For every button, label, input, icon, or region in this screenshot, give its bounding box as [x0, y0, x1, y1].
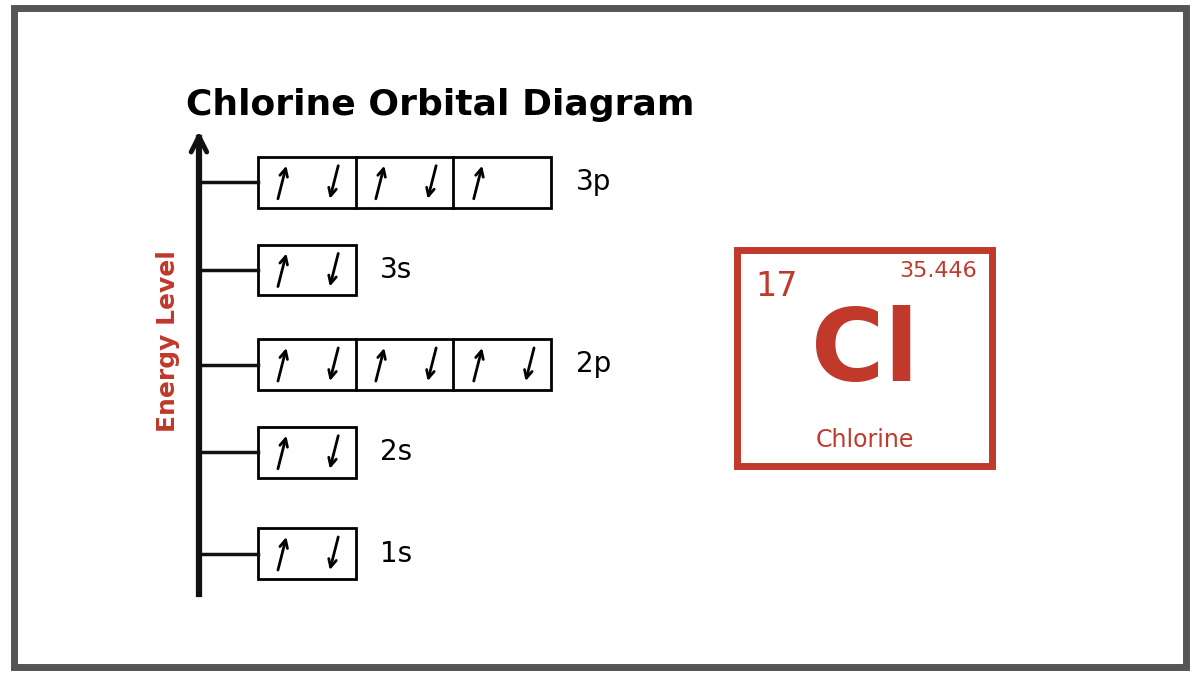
Bar [258, 528, 355, 579]
Text: 3s: 3s [380, 256, 413, 284]
Bar [258, 245, 355, 296]
Text: Energy Level: Energy Level [156, 250, 180, 432]
Text: 3p: 3p [576, 168, 611, 196]
Text: Chlorine Orbital Diagram: Chlorine Orbital Diagram [186, 88, 695, 122]
Text: 17: 17 [755, 270, 798, 303]
Bar [737, 250, 992, 466]
Text: Cl: Cl [811, 305, 918, 402]
Text: 2p: 2p [576, 350, 611, 379]
Bar [258, 339, 551, 390]
Text: Chlorine: Chlorine [816, 428, 914, 452]
Bar [258, 427, 355, 478]
Text: 35.446: 35.446 [900, 261, 977, 281]
Bar [258, 157, 551, 208]
Text: 1s: 1s [380, 539, 412, 568]
Text: 2s: 2s [380, 438, 412, 466]
